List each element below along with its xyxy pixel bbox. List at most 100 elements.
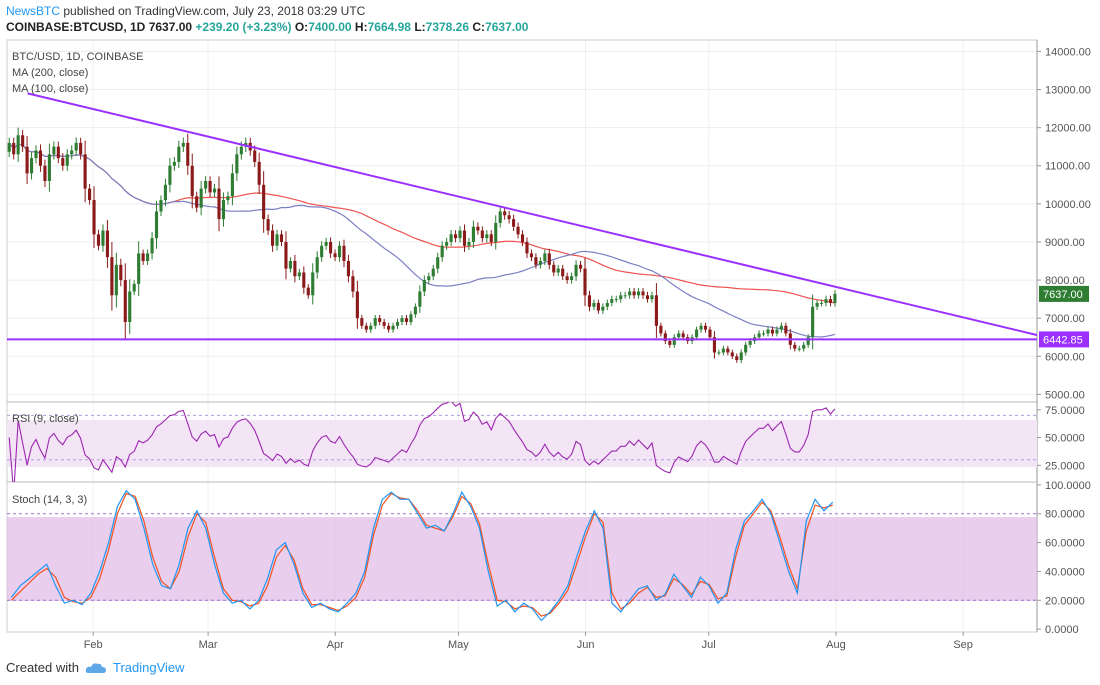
- ma100-line: [8, 142, 836, 338]
- candle-body: [454, 234, 458, 239]
- candle-body: [663, 333, 667, 342]
- legend-title: BTC/USD, 1D, COINBASE: [12, 51, 143, 63]
- candle-body: [632, 291, 636, 296]
- time-axis[interactable]: Feb Mar Apr May Jun Jul Aug Sep: [84, 632, 973, 651]
- rsi-band: [7, 420, 1037, 467]
- candle-body: [311, 272, 315, 296]
- candle-body: [445, 241, 449, 246]
- stoch-tick-label: 20.0000: [1045, 595, 1085, 607]
- candle-body: [346, 261, 351, 277]
- candle-body: [373, 318, 377, 326]
- time-tick-label: Jun: [577, 639, 595, 651]
- candle-body: [833, 293, 837, 303]
- candle-body: [279, 234, 284, 242]
- candle-body: [815, 302, 819, 307]
- candle-body: [699, 325, 703, 330]
- candle-body: [512, 219, 516, 227]
- time-tick-label: Jul: [702, 639, 716, 651]
- low-label: L:: [414, 20, 426, 34]
- candle-body: [79, 142, 83, 155]
- candle-body: [235, 154, 239, 174]
- candle-body: [730, 352, 734, 357]
- candle-body: [181, 142, 185, 147]
- price-tick-label: 14000.00: [1045, 46, 1091, 58]
- high-label: H:: [354, 20, 368, 34]
- candle-body: [190, 165, 194, 197]
- stoch-tick-label: 60.0000: [1045, 538, 1085, 550]
- publisher-name[interactable]: NewsBTC: [6, 4, 61, 18]
- candle-body: [96, 234, 101, 246]
- candle-body: [47, 154, 51, 181]
- candle-body: [65, 154, 69, 166]
- candle-body: [360, 318, 364, 326]
- candle-body: [574, 264, 578, 277]
- price-tick-label: 9000.00: [1045, 237, 1085, 249]
- candle-body: [74, 142, 78, 151]
- rsi-tick-label: 75.0000: [1045, 405, 1085, 417]
- rsi-line: [7, 402, 1037, 482]
- candle-body: [212, 188, 217, 193]
- candle-body: [83, 154, 87, 189]
- candle-body: [748, 341, 752, 345]
- candle-body: [619, 295, 623, 300]
- candle-body: [16, 135, 20, 155]
- candle-body: [288, 261, 292, 269]
- candle-body: [650, 295, 654, 300]
- candle-body: [404, 318, 409, 322]
- stoch-legend: Stoch (14, 3, 3): [12, 494, 87, 506]
- candle-body: [498, 211, 502, 223]
- last-price: 7637.00: [148, 20, 193, 34]
- candle-body: [534, 257, 538, 265]
- candle-body: [471, 226, 475, 242]
- stoch-tick-label: 100.0000: [1045, 480, 1091, 492]
- candle-body: [123, 280, 127, 322]
- candle-body: [293, 261, 297, 277]
- candle-body: [320, 245, 324, 258]
- stoch-k-path: [10, 489, 834, 622]
- candle-body: [659, 325, 663, 334]
- last-price-badge-bg: [1039, 285, 1089, 302]
- candle-body: [329, 241, 333, 254]
- candle-body: [681, 333, 685, 338]
- candle-body: [230, 173, 234, 197]
- candle-body: [489, 234, 493, 242]
- candle-body: [92, 200, 96, 235]
- candle-body: [668, 341, 672, 345]
- candle-body: [221, 200, 226, 220]
- candle-body: [324, 241, 328, 246]
- candle-body: [641, 291, 645, 296]
- candle-body: [828, 299, 833, 303]
- candle-body: [333, 253, 337, 258]
- candle-body: [427, 276, 431, 281]
- candle-body: [364, 325, 368, 330]
- candle-body: [271, 230, 275, 246]
- drawn-lines[interactable]: [7, 92, 1049, 341]
- candle-body: [266, 219, 270, 231]
- descending-trendline: [27, 92, 1037, 337]
- candle-body: [601, 306, 605, 311]
- ma200-line: [8, 142, 836, 304]
- open-value: 7400.00: [308, 20, 352, 34]
- symbol-line: COINBASE:BTCUSD, 1D: [6, 20, 146, 34]
- time-tick-label: May: [448, 639, 469, 651]
- ma200-path: [8, 142, 836, 304]
- time-tick-label: Sep: [953, 639, 973, 651]
- candle-body: [516, 226, 520, 235]
- price-axis[interactable]: 14000.00 13000.00 12000.00 11000.00 10000.00…: [1037, 46, 1091, 636]
- candle-body: [570, 276, 574, 281]
- candle-body: [802, 344, 806, 349]
- candle-body: [462, 230, 467, 246]
- candle-body: [208, 180, 212, 193]
- candle-body: [141, 253, 145, 262]
- candle-body: [775, 329, 779, 334]
- footer: Created with TradingView: [6, 660, 185, 675]
- ma100-path: [8, 142, 836, 338]
- candle-body: [159, 200, 163, 212]
- time-tick-label: Feb: [84, 639, 103, 651]
- candle-body: [476, 226, 480, 231]
- candle-body: [137, 253, 141, 284]
- tradingview-link[interactable]: TradingView: [112, 660, 185, 675]
- price-change: +239.20 (+3.23%): [195, 20, 292, 34]
- time-tick-label: Mar: [199, 639, 218, 651]
